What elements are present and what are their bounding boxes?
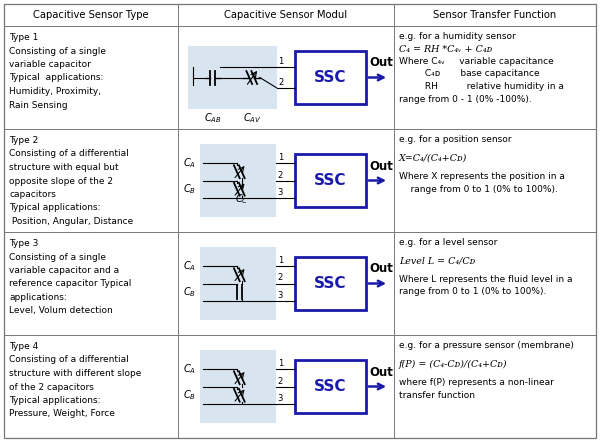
Text: Typical applications:: Typical applications:: [9, 203, 101, 213]
Text: Where X represents the position in a: Where X represents the position in a: [399, 172, 565, 181]
Text: variable capacitor: variable capacitor: [9, 60, 91, 69]
Bar: [200, 247, 275, 320]
Text: Consisting of a single: Consisting of a single: [9, 46, 106, 56]
Text: 2: 2: [278, 377, 283, 385]
Text: Type 4: Type 4: [9, 342, 38, 351]
Text: Consisting of a single: Consisting of a single: [9, 253, 106, 262]
Text: Level, Volum detection: Level, Volum detection: [9, 306, 113, 315]
Text: Level L = C₄/Cᴅ: Level L = C₄/Cᴅ: [399, 257, 475, 265]
Text: RH          relative humidity in a: RH relative humidity in a: [399, 82, 564, 91]
Text: of the 2 capacitors: of the 2 capacitors: [9, 382, 94, 392]
Text: Type 2: Type 2: [9, 136, 38, 145]
Bar: [200, 351, 275, 422]
Text: $C_{AB}$: $C_{AB}$: [204, 112, 221, 125]
Text: Typical  applications:: Typical applications:: [9, 74, 103, 82]
Text: Consisting of a differential: Consisting of a differential: [9, 355, 129, 365]
Bar: [295, 154, 366, 207]
Bar: [295, 51, 366, 104]
Text: Out: Out: [369, 160, 393, 172]
Text: 2: 2: [278, 273, 283, 283]
Text: e.g. for a position sensor: e.g. for a position sensor: [399, 135, 511, 144]
Text: Position, Angular, Distance: Position, Angular, Distance: [9, 217, 133, 226]
Text: Sensor Transfer Function: Sensor Transfer Function: [433, 10, 556, 20]
Text: $C_B$: $C_B$: [183, 389, 196, 402]
Text: $C_A$: $C_A$: [183, 259, 196, 273]
Text: Out: Out: [369, 56, 393, 70]
Text: 1: 1: [278, 57, 284, 66]
Text: SSC: SSC: [314, 379, 347, 394]
Text: Pressure, Weight, Force: Pressure, Weight, Force: [9, 410, 115, 419]
Text: SSC: SSC: [314, 70, 347, 85]
Text: f(P) = (C₄-Cᴅ)/(C₄+Cᴅ): f(P) = (C₄-Cᴅ)/(C₄+Cᴅ): [399, 359, 508, 369]
Text: Humidity, Proximity,: Humidity, Proximity,: [9, 87, 101, 96]
Text: reference capacitor Typical: reference capacitor Typical: [9, 280, 131, 288]
Text: e.g. for a pressure sensor (membrane): e.g. for a pressure sensor (membrane): [399, 341, 574, 350]
Text: structure with different slope: structure with different slope: [9, 369, 142, 378]
Text: Capacitive Sensor Modul: Capacitive Sensor Modul: [224, 10, 347, 20]
Text: SSC: SSC: [314, 276, 347, 291]
Text: SSC: SSC: [314, 173, 347, 188]
Text: Out: Out: [369, 366, 393, 378]
Text: $C_A$: $C_A$: [183, 156, 196, 170]
Text: applications:: applications:: [9, 293, 67, 302]
Bar: [200, 145, 275, 217]
Text: range from 0 to 1 (0% to 100%).: range from 0 to 1 (0% to 100%).: [399, 288, 547, 296]
Text: variable capacitor and a: variable capacitor and a: [9, 266, 119, 275]
Text: Type 1: Type 1: [9, 33, 38, 42]
Text: capacitors: capacitors: [9, 190, 56, 199]
Text: Rain Sensing: Rain Sensing: [9, 101, 68, 109]
Text: Where L represents the fluid level in a: Where L represents the fluid level in a: [399, 275, 572, 284]
Text: where f(P) represents a non-linear: where f(P) represents a non-linear: [399, 378, 554, 387]
Text: $C_C$: $C_C$: [235, 193, 248, 206]
Text: C₄ᴅ       base capacitance: C₄ᴅ base capacitance: [399, 70, 539, 78]
Bar: [295, 257, 366, 310]
Text: opposite slope of the 2: opposite slope of the 2: [9, 176, 113, 186]
Text: $C_A$: $C_A$: [183, 362, 196, 376]
Text: C₄ = RH *C₄ᵥ + C₄ᴅ: C₄ = RH *C₄ᵥ + C₄ᴅ: [399, 45, 492, 53]
Text: transfer function: transfer function: [399, 390, 475, 400]
Bar: [295, 360, 366, 413]
Text: 3: 3: [278, 394, 283, 403]
Text: Type 3: Type 3: [9, 239, 38, 248]
Bar: [188, 45, 277, 109]
Text: e.g. for a level sensor: e.g. for a level sensor: [399, 238, 497, 247]
Text: Out: Out: [369, 262, 393, 276]
Text: 1: 1: [278, 153, 283, 162]
Text: 2: 2: [278, 78, 284, 87]
Text: structure with equal but: structure with equal but: [9, 163, 119, 172]
Text: $C_{AV}$: $C_{AV}$: [242, 112, 261, 125]
Text: Consisting of a differential: Consisting of a differential: [9, 149, 129, 158]
Text: 3: 3: [278, 291, 283, 300]
Text: 1: 1: [278, 359, 283, 368]
Text: X=C₄/(C₄+Cᴅ): X=C₄/(C₄+Cᴅ): [399, 153, 467, 162]
Text: Where C₄ᵥ     variable capacitance: Where C₄ᵥ variable capacitance: [399, 57, 554, 66]
Text: 3: 3: [278, 188, 283, 197]
Text: 2: 2: [278, 171, 283, 179]
Text: Typical applications:: Typical applications:: [9, 396, 101, 405]
Text: $C_B$: $C_B$: [183, 285, 196, 299]
Text: $C_B$: $C_B$: [183, 183, 196, 196]
Text: range from 0 to 1 (0% to 100%).: range from 0 to 1 (0% to 100%).: [399, 184, 558, 194]
Text: range from 0 - 1 (0% -100%).: range from 0 - 1 (0% -100%).: [399, 94, 532, 104]
Text: e.g. for a humidity sensor: e.g. for a humidity sensor: [399, 32, 516, 41]
Text: 1: 1: [278, 256, 283, 265]
Text: Capacitive Sensor Type: Capacitive Sensor Type: [33, 10, 149, 20]
